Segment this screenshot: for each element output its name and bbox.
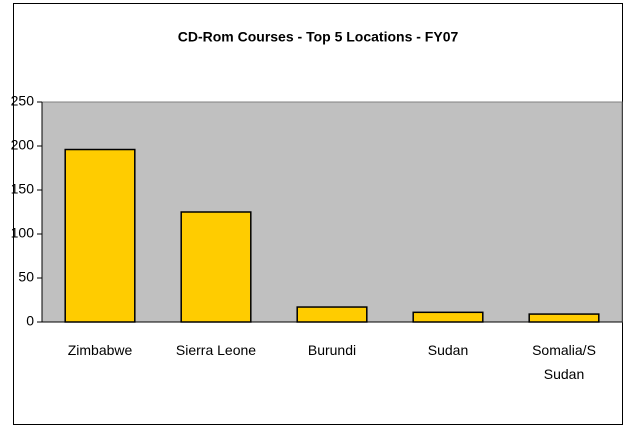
x-tick-label: Zimbabwe — [67, 342, 133, 358]
y-tick-label: 0 — [26, 313, 34, 329]
bar — [180, 211, 252, 323]
x-tick-label: Somalia/S Sudan — [532, 342, 596, 382]
y-tick-label: 150 — [11, 181, 35, 197]
chart-title: CD-Rom Courses - Top 5 Locations - FY07 — [178, 29, 459, 45]
y-tick-label: 250 — [11, 93, 35, 109]
plot-area — [41, 101, 623, 323]
bar — [296, 306, 368, 323]
bar — [528, 313, 600, 323]
bar — [412, 311, 484, 323]
y-tick-label: 200 — [11, 137, 35, 153]
y-tick-label: 50 — [18, 269, 34, 285]
x-tick-label: Sierra Leone — [175, 342, 257, 358]
x-tick-label: Burundi — [307, 342, 357, 358]
y-tick-label: 100 — [11, 225, 35, 241]
x-tick-label: Sudan — [427, 342, 469, 358]
bar — [64, 148, 136, 323]
